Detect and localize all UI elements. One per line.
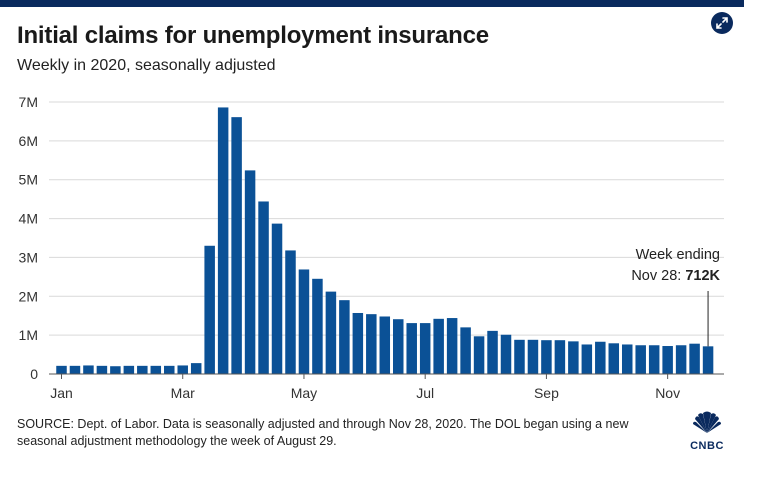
bar <box>487 330 498 374</box>
latest-week-annotation: Week ending Nov 28: 712K <box>592 245 720 287</box>
bar <box>595 341 606 374</box>
bar <box>702 346 714 374</box>
bar <box>366 314 377 374</box>
bar <box>204 245 215 374</box>
bar <box>527 339 539 374</box>
y-tick-label: 6M <box>19 133 38 149</box>
bar <box>419 323 431 374</box>
bar <box>379 316 391 374</box>
bar <box>83 365 94 374</box>
x-tick-label: Mar <box>171 385 195 401</box>
bar-chart: 0 1M 2M 3M 4M 5M 6M 7M Jan Mar May Jul Sep Nov <box>19 94 724 401</box>
y-tick-label: 2M <box>19 288 38 304</box>
x-tick-label: May <box>291 385 317 401</box>
bar <box>96 365 108 374</box>
bar <box>56 365 67 374</box>
annotation-line1: Week ending <box>635 247 720 263</box>
bar <box>217 107 229 374</box>
bar <box>608 343 620 374</box>
x-tick-label: Nov <box>655 385 680 401</box>
bar <box>635 345 646 374</box>
bar <box>675 345 687 374</box>
bars <box>49 107 724 375</box>
y-tick-label: 4M <box>19 211 38 227</box>
bar <box>689 343 700 374</box>
expand-arrows-icon <box>716 17 728 29</box>
y-tick-label: 7M <box>19 94 38 110</box>
x-tick-label: Jan <box>50 385 73 401</box>
x-tick-label: Sep <box>534 385 559 401</box>
chart-title: Initial claims for unemployment insuranc… <box>17 22 489 49</box>
bar <box>568 341 579 374</box>
bar <box>554 340 566 374</box>
bar <box>662 346 673 374</box>
bar <box>110 366 121 374</box>
bar <box>473 336 485 374</box>
y-tick-label: 5M <box>19 172 38 188</box>
bar <box>298 269 310 374</box>
bar <box>648 345 660 374</box>
bar <box>244 170 256 374</box>
bar <box>393 319 404 374</box>
bar <box>433 318 444 374</box>
expand-button[interactable] <box>711 12 733 34</box>
peacock-icon <box>693 411 721 433</box>
bar <box>271 223 283 374</box>
bar <box>150 365 162 374</box>
bar <box>352 312 364 374</box>
bar <box>164 365 175 374</box>
logo-wordmark: CNBC <box>690 440 724 452</box>
bar <box>285 250 296 374</box>
y-tick-label: 3M <box>19 249 38 265</box>
annotation-value: 712K <box>685 268 720 284</box>
bar <box>312 278 323 374</box>
y-axis-ticks: 0 1M 2M 3M 4M 5M 6M 7M <box>19 94 39 382</box>
y-tick-label: 1M <box>19 327 38 343</box>
bar <box>500 334 512 374</box>
bar <box>581 344 593 374</box>
source-note: SOURCE: Dept. of Labor. Data is seasonal… <box>17 417 629 448</box>
bar <box>621 344 633 374</box>
bar <box>446 318 458 374</box>
bar <box>177 365 188 374</box>
bar <box>231 117 242 375</box>
bar <box>123 365 135 374</box>
bar <box>190 363 202 374</box>
annotation-line2: Nov 28: 712K <box>592 266 720 287</box>
bar <box>460 327 471 374</box>
bar <box>137 365 148 374</box>
bar <box>69 365 81 374</box>
bar <box>514 339 525 374</box>
cnbc-logo: CNBC <box>686 411 728 452</box>
annotation-date: Nov 28: <box>631 268 686 284</box>
bar <box>258 201 269 374</box>
y-tick-label: 0 <box>30 366 38 382</box>
bar <box>339 300 350 374</box>
x-tick-label: Jul <box>416 385 434 401</box>
top-brand-bar <box>0 0 744 7</box>
bar <box>325 291 337 374</box>
x-axis-ticks: Jan Mar May Jul Sep Nov <box>50 374 680 401</box>
bar <box>541 340 552 374</box>
chart-subtitle: Weekly in 2020, seasonally adjusted <box>17 57 276 74</box>
bar <box>406 323 417 374</box>
